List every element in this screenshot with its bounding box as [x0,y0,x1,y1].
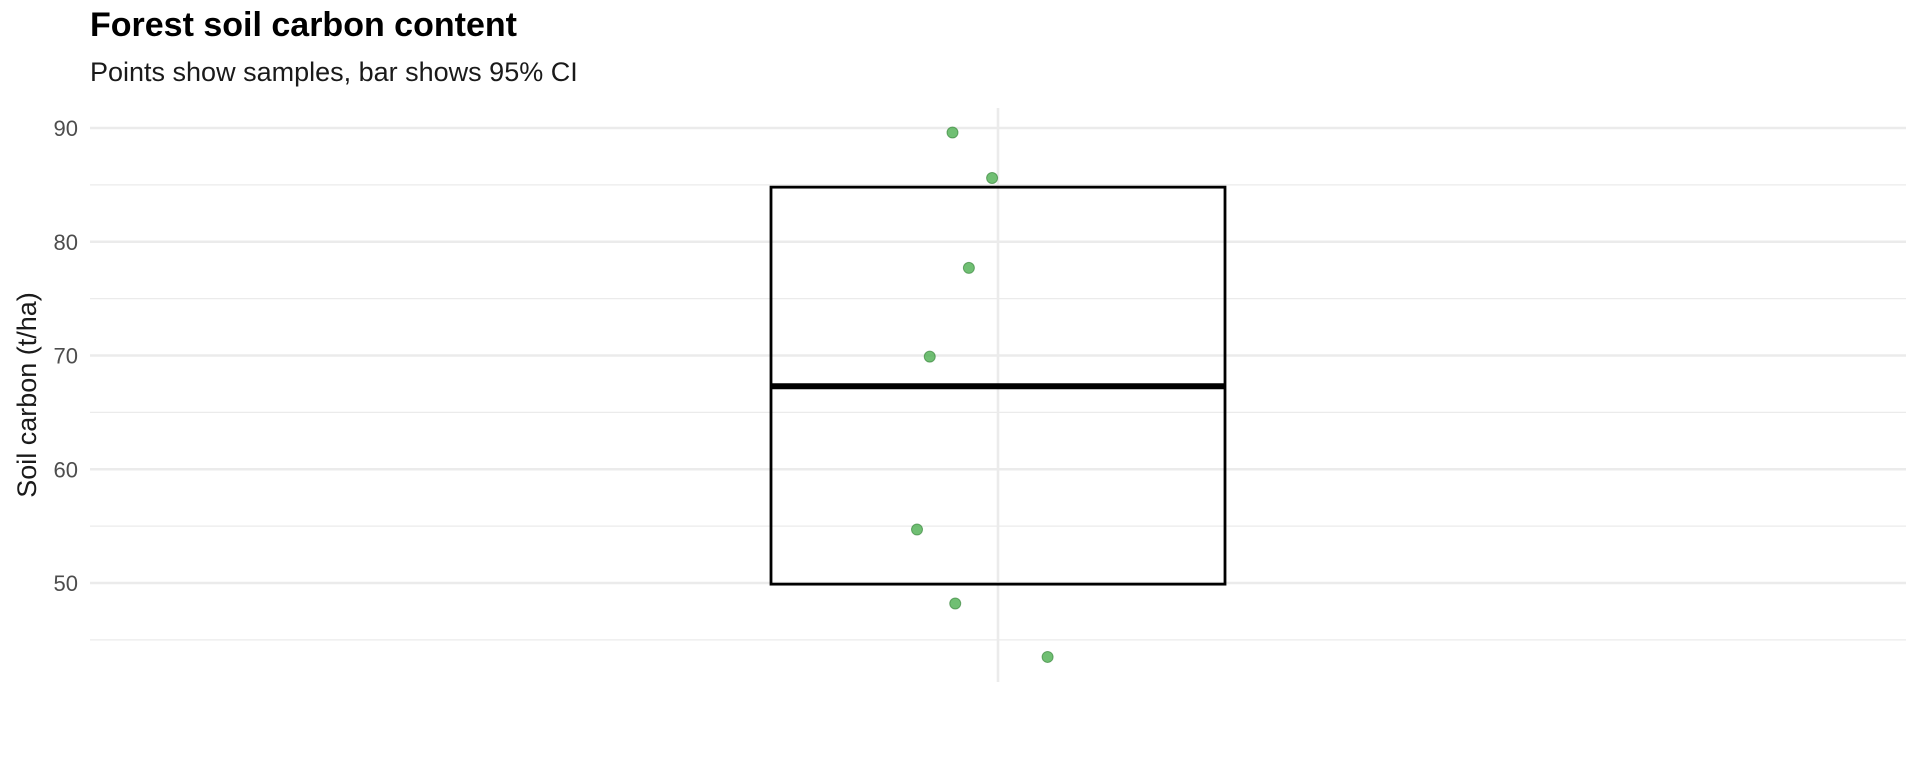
sample-point [950,598,961,609]
grid-lines [90,108,1906,682]
y-axis-label: Soil carbon (t/ha) [12,292,42,498]
sample-point [1042,651,1053,662]
sample-point [924,351,935,362]
sample-point [987,173,998,184]
y-tick-label: 90 [54,116,78,141]
sample-point [947,127,958,138]
sample-point [912,524,923,535]
y-axis-ticks: 50 60 70 80 90 [54,116,78,596]
y-tick-label: 60 [54,457,78,482]
y-tick-label: 50 [54,571,78,596]
y-tick-label: 80 [54,230,78,255]
sample-point [963,262,974,273]
y-tick-label: 70 [54,344,78,369]
